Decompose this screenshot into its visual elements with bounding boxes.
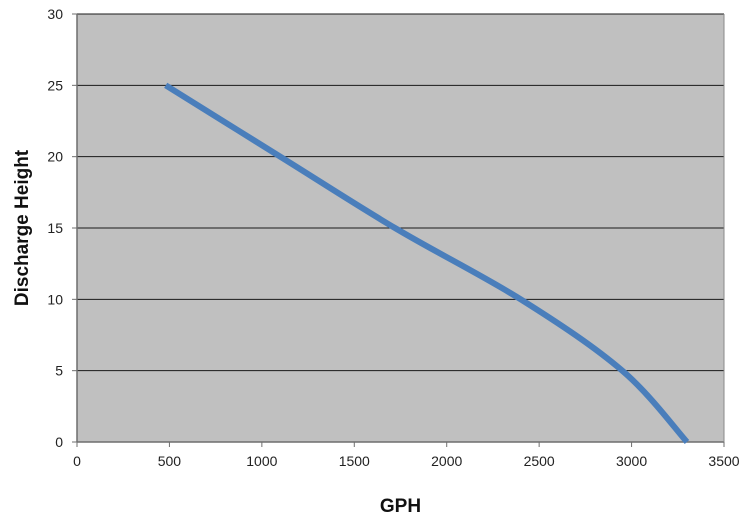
x-tick-label-3500: 3500 <box>708 453 739 469</box>
series-layer <box>164 82 690 445</box>
x-tick-label-3000: 3000 <box>616 453 647 469</box>
y-tick-label-30: 30 <box>47 6 63 22</box>
y-tick-label-10: 10 <box>47 291 63 307</box>
y-axis-ticks: 0 5 10 15 20 25 30 <box>47 6 77 450</box>
x-tick-label-0: 0 <box>73 453 81 469</box>
y-tick-label-15: 15 <box>47 220 63 236</box>
x-axis-ticks: 0 500 1000 1500 2000 2500 3000 3500 <box>73 442 740 469</box>
y-tick-label-20: 20 <box>47 149 63 165</box>
series-line-0 <box>164 82 690 445</box>
x-tick-label-2500: 2500 <box>524 453 555 469</box>
x-tick-label-500: 500 <box>158 453 182 469</box>
y-tick-label-25: 25 <box>47 77 63 93</box>
y-tick-label-5: 5 <box>55 363 63 379</box>
x-axis-title: GPH <box>380 496 421 517</box>
y-tick-label-0: 0 <box>55 434 63 450</box>
x-tick-label-1500: 1500 <box>339 453 370 469</box>
x-tick-label-1000: 1000 <box>246 453 277 469</box>
y-axis-title: Discharge Height <box>12 149 33 306</box>
x-tick-label-2000: 2000 <box>431 453 462 469</box>
